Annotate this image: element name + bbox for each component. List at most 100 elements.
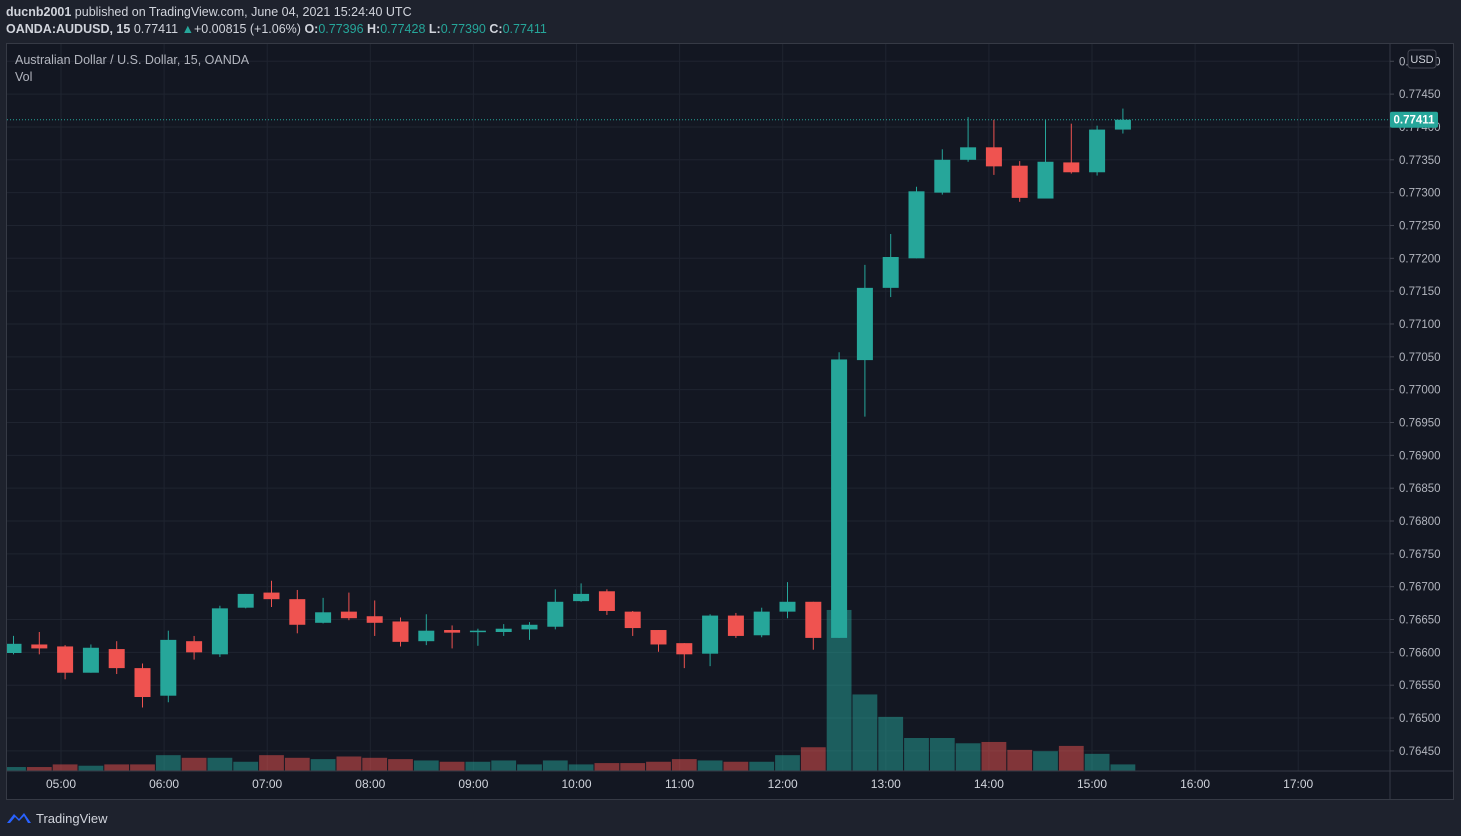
price-axis[interactable]: 0.76450 0.76500 0.76550 0.76600 0.76650 0.767…: [1390, 56, 1441, 758]
price-tick-label: 0.76600: [1399, 647, 1441, 659]
candle-body: [779, 601, 796, 612]
volume-bar: [646, 761, 671, 771]
candle-up: [1037, 119, 1054, 199]
low-label: L:: [428, 22, 441, 36]
candle-body: [856, 287, 873, 361]
time-tick-label: 12:00: [768, 777, 798, 791]
volume-bar: [439, 761, 465, 771]
volume-bar: [929, 738, 955, 771]
volume-bar: [52, 764, 78, 771]
candle-down: [650, 630, 667, 652]
price-tick-label: 0.76850: [1399, 483, 1441, 495]
candle-body: [985, 147, 1002, 167]
last-price: 0.77411: [133, 22, 179, 36]
price-tick-label: 0.76650: [1399, 615, 1441, 627]
low-value: 0.77390: [440, 22, 486, 36]
volume-bar: [26, 767, 52, 771]
candle-down: [598, 589, 615, 615]
price-tick-label: 0.76550: [1399, 680, 1441, 692]
volume-bar: [7, 767, 26, 771]
price-tick-label: 0.77100: [1399, 319, 1441, 331]
candle-down: [108, 641, 125, 675]
candle-down: [31, 631, 48, 655]
volume-bar: [671, 759, 697, 771]
change-value: +0.00815 (+1.06%): [193, 22, 301, 36]
candle-body: [366, 616, 383, 623]
candle-up: [521, 622, 538, 640]
candle-body: [1037, 161, 1054, 199]
candle-body: [676, 643, 693, 655]
candle-up: [495, 624, 512, 636]
triangle-up-icon: ▲: [181, 22, 194, 36]
volume-bar: [1007, 749, 1033, 771]
open-label: O:: [304, 22, 319, 36]
price-tick-label: 0.76950: [1399, 417, 1441, 429]
candle-body: [1063, 162, 1080, 173]
price-tick-label: 0.77300: [1399, 188, 1441, 200]
tradingview-logo-icon: [7, 813, 31, 823]
volume-bar: [568, 764, 594, 771]
volume-legend[interactable]: Vol: [15, 70, 33, 84]
candle-body: [444, 630, 461, 633]
price-tick-label: 0.77400: [1399, 122, 1441, 134]
candle-body: [108, 649, 125, 669]
currency-label[interactable]: USD: [1407, 49, 1437, 69]
close-value: 0.77411: [502, 22, 547, 36]
candle-body: [392, 621, 409, 642]
candle-up: [82, 644, 99, 673]
candle-body: [573, 593, 590, 602]
tradingview-brand[interactable]: TradingView: [36, 810, 108, 826]
candle-body: [469, 630, 486, 633]
candle-body: [1114, 119, 1131, 130]
volume-bar: [852, 694, 878, 771]
price-tick-label: 0.76900: [1399, 450, 1441, 462]
candle-body: [7, 643, 22, 654]
candle-up: [934, 149, 951, 195]
candle-body: [521, 624, 538, 630]
volume-bar: [181, 757, 207, 771]
volume-bar: [491, 760, 517, 771]
price-tick-label: 0.77050: [1399, 352, 1441, 364]
candle-body: [805, 601, 822, 638]
candle-body: [57, 646, 74, 673]
publish-info: ducnb2001 published on TradingView.com, …: [6, 4, 412, 21]
volume-bar: [130, 764, 155, 771]
author-name[interactable]: ducnb2001: [6, 5, 72, 19]
candle-body: [598, 591, 615, 611]
candle-body: [31, 644, 48, 649]
candle-up: [960, 117, 977, 162]
candle-up: [1089, 125, 1106, 176]
volume-bar: [104, 764, 130, 771]
volume-bar: [1058, 745, 1084, 771]
candle-down: [444, 625, 461, 649]
symbol-label: OANDA:AUDUSD, 15: [6, 22, 131, 36]
candle-down: [805, 601, 822, 650]
candle-down: [392, 617, 409, 647]
candle-up: [315, 597, 332, 624]
time-tick-label: 14:00: [974, 777, 1004, 791]
volume-bar: [207, 757, 233, 771]
candle-up: [1114, 108, 1131, 134]
time-axis[interactable]: 05:00 06:00 07:00 08:00 09:00 10:00 11:00 12:00…: [46, 777, 1314, 791]
candle-body: [1089, 129, 1106, 173]
time-tick-label: 17:00: [1283, 777, 1313, 791]
candle-body: [1011, 165, 1028, 198]
time-tick-label: 05:00: [46, 777, 76, 791]
candle-body: [547, 601, 564, 627]
price-tick-label: 0.77350: [1399, 155, 1441, 167]
candle-down: [1063, 123, 1080, 174]
candle-up: [856, 264, 873, 417]
volume-bar: [233, 761, 259, 771]
candle-body: [263, 592, 280, 600]
candle-body: [186, 641, 203, 653]
instrument-title[interactable]: Australian Dollar / U.S. Dollar, 15, OAN…: [15, 53, 250, 67]
candle-down: [366, 600, 383, 636]
candle-body: [211, 608, 228, 655]
chart-legend: Australian Dollar / U.S. Dollar, 15, OAN…: [15, 52, 249, 86]
open-value: 0.77396: [318, 22, 364, 36]
last-price-tag-text: 0.77411: [1394, 115, 1436, 127]
time-tick-label: 16:00: [1180, 777, 1210, 791]
price-chart[interactable]: 0.76450 0.76500 0.76550 0.76600 0.76650 0.767…: [7, 44, 1453, 799]
time-tick-label: 13:00: [871, 777, 901, 791]
time-tick-label: 06:00: [149, 777, 179, 791]
